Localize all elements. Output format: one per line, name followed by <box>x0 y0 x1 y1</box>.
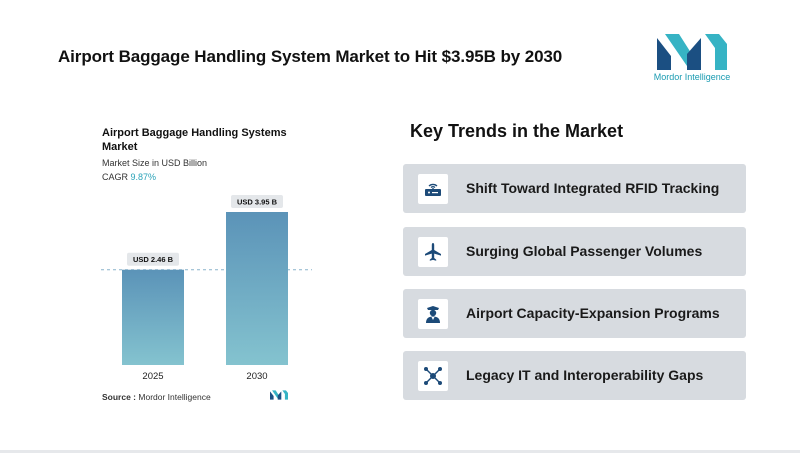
trends-title: Key Trends in the Market <box>410 121 624 141</box>
trend-icon-box <box>418 299 448 329</box>
trend-icon-box <box>418 237 448 267</box>
source-label: Source : <box>102 392 137 402</box>
chart-cagr: CAGR 9.87% <box>102 172 156 182</box>
rfid-reader-icon <box>425 183 441 196</box>
trend-label: Shift Toward Integrated RFID Tracking <box>466 180 720 196</box>
trend-icon-box <box>418 361 448 391</box>
bar-2025 <box>122 269 184 365</box>
mini-logo-icon <box>270 390 288 400</box>
logo-wordmark: Mordor Intelligence <box>653 72 731 82</box>
data-label-box <box>127 252 179 266</box>
chart-title: Airport Baggage Handling Systems Market <box>102 127 287 153</box>
trend-card-rfid: Shift Toward Integrated RFID Tracking <box>403 164 746 213</box>
airplane-icon <box>425 243 441 261</box>
trend-card-legacy-it: Legacy IT and Interoperability Gaps <box>403 351 746 400</box>
data-label: USD 2.46 B <box>133 255 174 264</box>
brand-logo: Mordor Intelligence <box>650 34 734 86</box>
cagr-label: CAGR <box>102 172 129 182</box>
x-tick-label: 2025 <box>142 371 163 382</box>
trend-card-passengers: Surging Global Passenger Volumes <box>403 227 746 276</box>
network-hub-icon <box>424 367 442 385</box>
source-value: Mordor Intelligence <box>138 392 211 402</box>
data-label: USD 3.95 B <box>237 198 278 207</box>
footer-divider <box>0 450 800 453</box>
page-title: Airport Baggage Handling System Market t… <box>58 47 563 66</box>
cagr-value: 9.87% <box>130 172 157 182</box>
data-label-box <box>231 195 283 208</box>
trend-label: Legacy IT and Interoperability Gaps <box>466 367 704 383</box>
bar-2030 <box>226 212 288 365</box>
chart-source: Source : Mordor Intelligence <box>102 392 211 402</box>
trend-label: Surging Global Passenger Volumes <box>466 243 703 259</box>
pilot-icon <box>426 306 440 323</box>
trend-label: Airport Capacity-Expansion Programs <box>466 305 720 321</box>
x-tick-label: 2030 <box>246 371 267 382</box>
chart-subtitle: Market Size in USD Billion <box>102 158 208 168</box>
mordor-intelligence-logo-icon <box>657 34 727 70</box>
trend-card-capacity: Airport Capacity-Expansion Programs <box>403 289 746 338</box>
trend-icon-box <box>418 174 448 204</box>
